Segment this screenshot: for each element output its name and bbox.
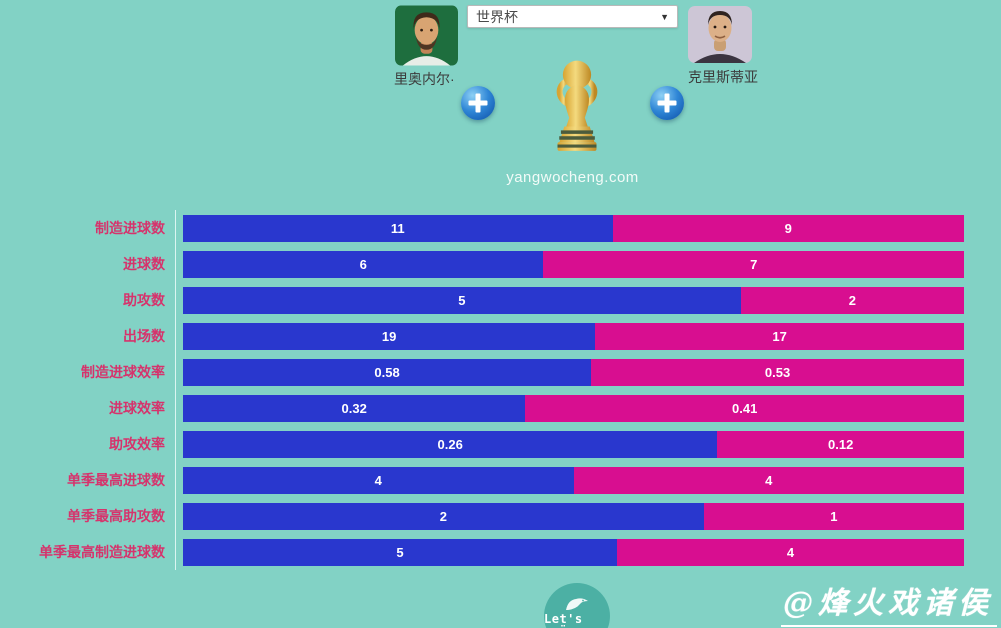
player-name-left: 里奥内尔· — [394, 71, 455, 87]
bar-value-right: 0.41 — [732, 401, 758, 416]
bird-icon — [566, 598, 588, 610]
logo-text: Let's FTÜ — [544, 612, 583, 628]
stat-category-label: 制造进球数 — [95, 220, 165, 236]
site-watermark: yangwocheng.com — [506, 169, 639, 186]
stat-bar: 0.58 0.53 — [183, 359, 964, 386]
stat-category-label: 单季最高助攻数 — [67, 508, 165, 524]
stat-row: 制造进球数 11 9 — [0, 215, 964, 242]
bar-value-right: 9 — [784, 221, 792, 236]
bar-value-left: 4 — [374, 473, 382, 488]
ronaldo-portrait-image — [688, 6, 752, 63]
bar-value-right: 2 — [848, 293, 857, 308]
bar-segment-left: 0.32 — [183, 395, 526, 422]
stat-category-label: 单季最高制造进球数 — [39, 544, 165, 560]
player-photo-ronaldo[interactable] — [688, 6, 752, 63]
stat-category-label: 进球数 — [123, 256, 165, 272]
chevron-down-icon: ▼ — [660, 11, 669, 22]
stat-row: 助攻效率 0.26 0.12 — [0, 431, 964, 458]
bar-value-right: 4 — [786, 545, 795, 560]
bar-segment-left: 5 — [183, 539, 617, 566]
bar-segment-left: 0.26 — [183, 431, 718, 458]
bar-segment-right: 4 — [616, 539, 964, 566]
bar-value-right: 7 — [750, 257, 758, 272]
bar-value-right: 1 — [830, 509, 838, 524]
bar-value-left: 11 — [390, 221, 405, 236]
stat-category-label: 单季最高进球数 — [67, 472, 165, 488]
stat-row: 进球效率 0.32 0.41 — [0, 395, 964, 422]
stat-bar: 4 4 — [183, 467, 964, 494]
bar-value-right: 0.12 — [828, 437, 854, 452]
bar-segment-right: 0.53 — [591, 359, 964, 386]
stat-bar: 2 1 — [183, 503, 964, 530]
bar-segment-right: 4 — [573, 467, 964, 494]
bar-segment-right: 2 — [740, 287, 964, 314]
bar-value-right: 0.53 — [764, 365, 791, 380]
stat-row: 出场数 19 17 — [0, 323, 964, 350]
messi-portrait-image — [395, 5, 458, 66]
stat-bar: 5 4 — [183, 539, 964, 566]
stat-bar: 0.32 0.41 — [183, 395, 964, 422]
bar-segment-left: 11 — [183, 215, 613, 242]
world-cup-trophy-icon — [538, 59, 616, 158]
lets-ftu-logo: Let's FTÜ — [544, 583, 610, 628]
bar-value-left: 2 — [439, 509, 447, 524]
stat-category-label: 助攻效率 — [109, 436, 165, 452]
bar-value-right: 4 — [765, 473, 773, 488]
bar-value-left: 0.26 — [437, 437, 463, 452]
stat-bar: 5 2 — [183, 287, 964, 314]
bar-segment-left: 5 — [183, 287, 741, 314]
stat-row: 单季最高进球数 4 4 — [0, 467, 964, 494]
add-player-button-left[interactable] — [461, 86, 495, 120]
bar-value-left: 5 — [396, 545, 404, 560]
bar-value-left: 6 — [359, 257, 367, 272]
bar-value-left: 0.58 — [374, 365, 400, 380]
player-photo-messi[interactable] — [395, 5, 458, 66]
stat-row: 进球数 6 7 — [0, 251, 964, 278]
add-player-button-right[interactable] — [650, 86, 684, 120]
bar-segment-right: 0.12 — [717, 431, 964, 458]
stat-row: 助攻数 5 2 — [0, 287, 964, 314]
stat-bar: 6 7 — [183, 251, 964, 278]
stat-bar: 19 17 — [183, 323, 964, 350]
stat-row: 单季最高制造进球数 5 4 — [0, 539, 964, 566]
bar-segment-left: 0.58 — [183, 359, 592, 386]
bar-value-left: 19 — [381, 329, 397, 344]
bar-value-right: 17 — [772, 329, 787, 344]
bar-segment-right: 1 — [703, 503, 964, 530]
bar-segment-right: 17 — [595, 323, 964, 350]
bar-segment-left: 19 — [183, 323, 596, 350]
bar-value-left: 0.32 — [341, 401, 367, 416]
signature-watermark: @烽火戏诸侯 — [781, 578, 997, 627]
stat-category-label: 制造进球效率 — [81, 364, 165, 380]
stats-comparison-chart: 制造进球数 11 9 进球数 6 7 助攻数 5 2 出场数 19 17 制造进… — [0, 215, 964, 575]
competition-dropdown-value: 世界杯 — [476, 8, 518, 25]
player-name-right: 克里斯蒂亚 — [688, 69, 758, 85]
stat-row: 制造进球效率 0.58 0.53 — [0, 359, 964, 386]
bar-segment-right: 7 — [543, 251, 964, 278]
bar-segment-left: 4 — [183, 467, 574, 494]
stat-bar: 0.26 0.12 — [183, 431, 964, 458]
bar-segment-left: 6 — [183, 251, 544, 278]
bar-segment-right: 9 — [612, 215, 964, 242]
stat-category-label: 出场数 — [123, 328, 165, 344]
bar-segment-left: 2 — [183, 503, 704, 530]
chart-axis-line — [175, 210, 176, 570]
competition-dropdown[interactable]: 世界杯 ▼ — [467, 5, 678, 28]
stat-category-label: 助攻数 — [123, 292, 165, 308]
stat-bar: 11 9 — [183, 215, 964, 242]
bar-value-left: 5 — [458, 293, 466, 308]
stat-category-label: 进球效率 — [109, 400, 165, 416]
stat-row: 单季最高助攻数 2 1 — [0, 503, 964, 530]
bar-segment-right: 0.41 — [525, 395, 964, 422]
